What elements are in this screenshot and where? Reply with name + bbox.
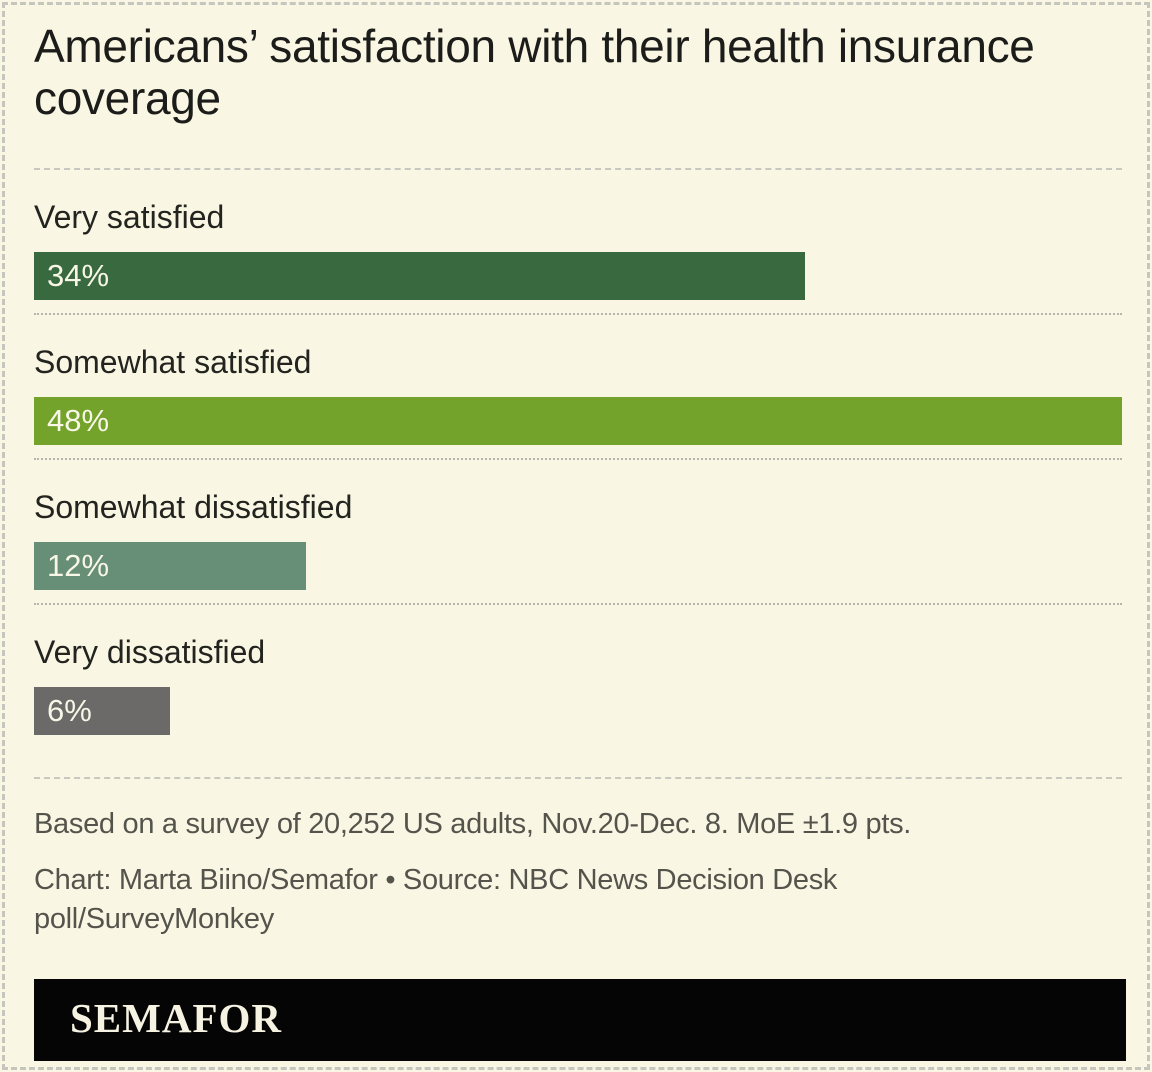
bar-value-label: 6% [47,693,92,728]
bar-track: 34% [34,252,1122,300]
survey-footnote: Based on a survey of 20,252 US adults, N… [34,808,912,840]
bar-row: Very dissatisfied 6% [34,633,1122,735]
bar-somewhat-dissatisfied: 12% [34,542,306,590]
chart-title: Americans’ satisfaction with their healt… [34,20,1035,124]
bar-row: Somewhat satisfied 48% [34,343,1122,460]
semafor-logo-bar: SEMAFOR [34,979,1126,1061]
bar-track: 48% [34,397,1122,445]
bar-value-label: 12% [47,548,110,583]
bar-somewhat-satisfied: 48% [34,397,1122,445]
row-separator [34,603,1122,605]
title-separator [34,168,1122,170]
bar-row: Somewhat dissatisfied 12% [34,488,1122,605]
bar-row: Very satisfied 34% [34,198,1122,315]
semafor-wordmark: SEMAFOR [70,995,282,1041]
bar-very-dissatisfied: 6% [34,687,170,735]
bar-track: 12% [34,542,1122,590]
bar-category-label: Very satisfied [34,199,225,235]
bar-category-label: Very dissatisfied [34,634,266,670]
bar-category-label: Somewhat satisfied [34,344,312,380]
bar-category-label: Somewhat dissatisfied [34,489,353,525]
bar-track: 6% [34,687,1122,735]
bar-value-label: 34% [47,258,110,293]
row-separator [34,458,1122,460]
bar-very-satisfied: 34% [34,252,805,300]
bar-value-label: 48% [47,403,110,438]
row-separator [34,313,1122,315]
footer-separator [34,777,1122,779]
chart-credit: Chart: Marta Biino/Semafor • Source: NBC… [34,864,838,935]
